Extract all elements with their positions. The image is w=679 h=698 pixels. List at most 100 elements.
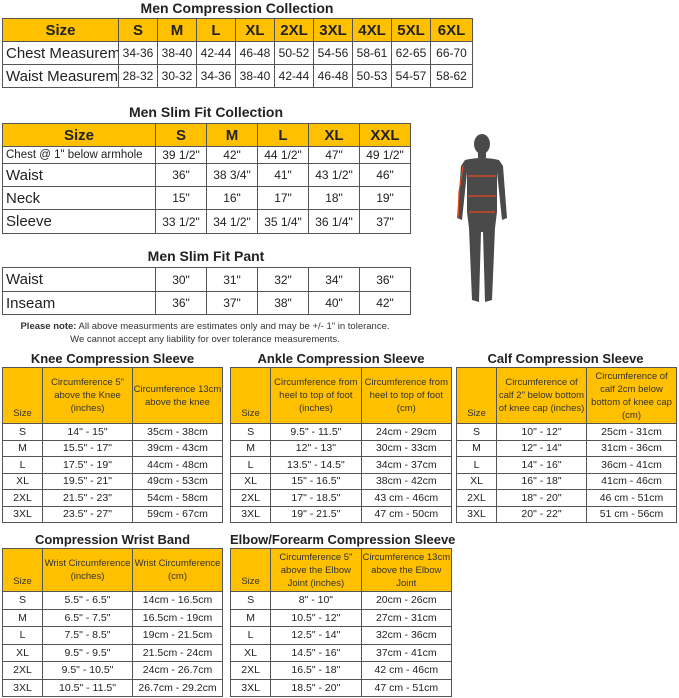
table-cell: 58-61 <box>352 41 392 65</box>
tolerance-note: Please note: All above measurments are e… <box>0 320 410 346</box>
table-row: M 6.5" - 7.5" 16.5cm - 19cm <box>2 608 223 627</box>
header-row: Size Circumference 5" above the Knee (inc… <box>2 367 223 424</box>
column-header: Circumference of calf 2cm below bottom o… <box>586 367 677 424</box>
table-cell: 31" <box>206 267 258 292</box>
calf-title: Calf Compression Sleeve <box>487 351 644 366</box>
table-cell: 33 1/2" <box>155 209 207 234</box>
table-row: Neck 15" 16" 17" 18" 19" <box>2 186 411 210</box>
row-label: 2XL <box>456 489 497 507</box>
row-label: S <box>2 423 43 441</box>
table-cell: 18.5" - 20" <box>270 678 362 697</box>
row-label: 2XL <box>229 489 272 507</box>
ankle-title: Ankle Compression Sleeve <box>257 351 425 366</box>
column-header: L <box>257 123 309 147</box>
table-cell: 21.5" - 23" <box>42 489 133 507</box>
row-label: M <box>456 439 497 457</box>
table-row: M 12" - 14" 31cm - 36cm <box>456 439 677 457</box>
table-cell: 17.5" - 19" <box>42 456 133 474</box>
table-cell: 14.5" - 16" <box>270 643 362 662</box>
row-label: 2XL <box>2 489 43 507</box>
table-cell: 14" - 16" <box>496 456 587 474</box>
table-cell: 15" - 16.5" <box>270 472 362 490</box>
column-header: XL <box>308 123 360 147</box>
table-cell: 43 1/2" <box>308 163 360 187</box>
knee-title: Knee Compression Sleeve <box>30 351 195 366</box>
table-row: 3XL 10.5" - 11.5" 26.7cm - 29.2cm <box>2 678 223 697</box>
table-cell: 42" <box>206 146 258 164</box>
table-cell: 32" <box>257 267 309 292</box>
table-cell: 19cm - 21.5cm <box>132 626 223 645</box>
table-cell: 39 1/2" <box>155 146 207 164</box>
table-row: Waist 30" 31" 32" 34" 36" <box>2 267 411 292</box>
table-row: L 13.5" - 14.5" 34cm - 37cm <box>229 456 453 474</box>
column-header: Wrist Circumference (cm) <box>132 548 223 592</box>
table-row: 2XL 18" - 20" 46 cm - 51cm <box>456 489 677 507</box>
ankle-size-table: Size Circumference from heel to top of fo… <box>229 367 453 523</box>
table-row: XL 19.5" - 21" 49cm - 53cm <box>2 472 223 490</box>
table-row: 3XL 23.5" - 27" 59cm - 67cm <box>2 505 223 523</box>
row-label: Neck <box>2 186 156 210</box>
slimfit-size-table: Size S M L XL XXL Chest @ 1" below armhole 39 1… <box>2 123 411 234</box>
column-header: S <box>118 18 158 42</box>
column-header: Size <box>229 367 272 424</box>
table-cell: 9.5" - 9.5" <box>42 643 133 662</box>
table-cell: 12" - 14" <box>496 439 587 457</box>
row-label: L <box>229 626 272 645</box>
table-cell: 62-65 <box>391 41 431 65</box>
header-row: Size S M L XL 2XL 3XL 4XL 5XL 6XL <box>2 18 473 42</box>
table-row: Inseam 36" 37" 38" 40" 42" <box>2 291 411 315</box>
table-cell: 44cm - 48cm <box>132 456 223 474</box>
row-label: S <box>229 591 272 610</box>
column-header: Circumference 13cm above the knee <box>132 367 223 424</box>
table-row: Waist Measurement28-3230-3234-3638-4042-… <box>2 64 473 88</box>
table-cell: 38 3/4" <box>206 163 258 187</box>
row-label: L <box>2 626 43 645</box>
row-label: S <box>229 423 272 441</box>
table-cell: 20cm - 26cm <box>360 591 453 610</box>
row-label: 2XL <box>2 661 43 680</box>
column-header: 6XL <box>430 18 473 42</box>
table-cell: 6.5" - 7.5" <box>42 608 133 627</box>
row-label: L <box>456 456 497 474</box>
table-cell: 35 1/4" <box>257 209 309 234</box>
row-label: XL <box>2 643 43 662</box>
table-cell: 47" <box>308 146 360 164</box>
table-cell: 19.5" - 21" <box>42 472 133 490</box>
table-cell: 41cm - 46cm <box>586 472 677 490</box>
table-cell: 38cm - 42cm <box>360 472 453 490</box>
table-cell: 16.5" - 18" <box>270 661 362 680</box>
table-cell: 34cm - 37cm <box>360 456 453 474</box>
table-cell: 41" <box>257 163 309 187</box>
table-row: 2XL 21.5" - 23" 54cm - 58cm <box>2 489 223 507</box>
table-cell: 28-32 <box>118 64 158 88</box>
table-cell: 12" - 13" <box>270 439 362 457</box>
table-cell: 36" <box>155 163 207 187</box>
table-cell: 16" <box>206 186 258 210</box>
table-cell: 42-44 <box>196 41 236 65</box>
row-label: 3XL <box>456 505 497 523</box>
column-header: M <box>206 123 258 147</box>
table-row: L 17.5" - 19" 44cm - 48cm <box>2 456 223 474</box>
row-label: XL <box>2 472 43 490</box>
table-row: M 12" - 13" 30cm - 33cm <box>229 439 453 457</box>
row-label: XL <box>229 643 272 662</box>
row-label: M <box>229 608 272 627</box>
table-cell: 46-48 <box>313 64 353 88</box>
table-cell: 34" <box>308 267 360 292</box>
table-cell: 54cm - 58cm <box>132 489 223 507</box>
column-header: Wrist Circumference (inches) <box>42 548 133 592</box>
table-cell: 50-52 <box>274 41 314 65</box>
table-row: S 8" - 10" 20cm - 26cm <box>229 591 453 610</box>
column-header: 4XL <box>352 18 392 42</box>
slimfit-title: Men Slim Fit Collection <box>128 104 283 120</box>
column-header: 5XL <box>391 18 431 42</box>
table-cell: 17" <box>257 186 309 210</box>
table-cell: 16" - 18" <box>496 472 587 490</box>
column-header: Size <box>456 367 497 424</box>
table-cell: 32cm - 36cm <box>360 626 453 645</box>
table-cell: 18" - 20" <box>496 489 587 507</box>
table-row: M 10.5" - 12" 27cm - 31cm <box>229 608 453 627</box>
table-cell: 19" - 21.5" <box>270 505 362 523</box>
table-cell: 30cm - 33cm <box>360 439 453 457</box>
row-label: 3XL <box>229 505 272 523</box>
